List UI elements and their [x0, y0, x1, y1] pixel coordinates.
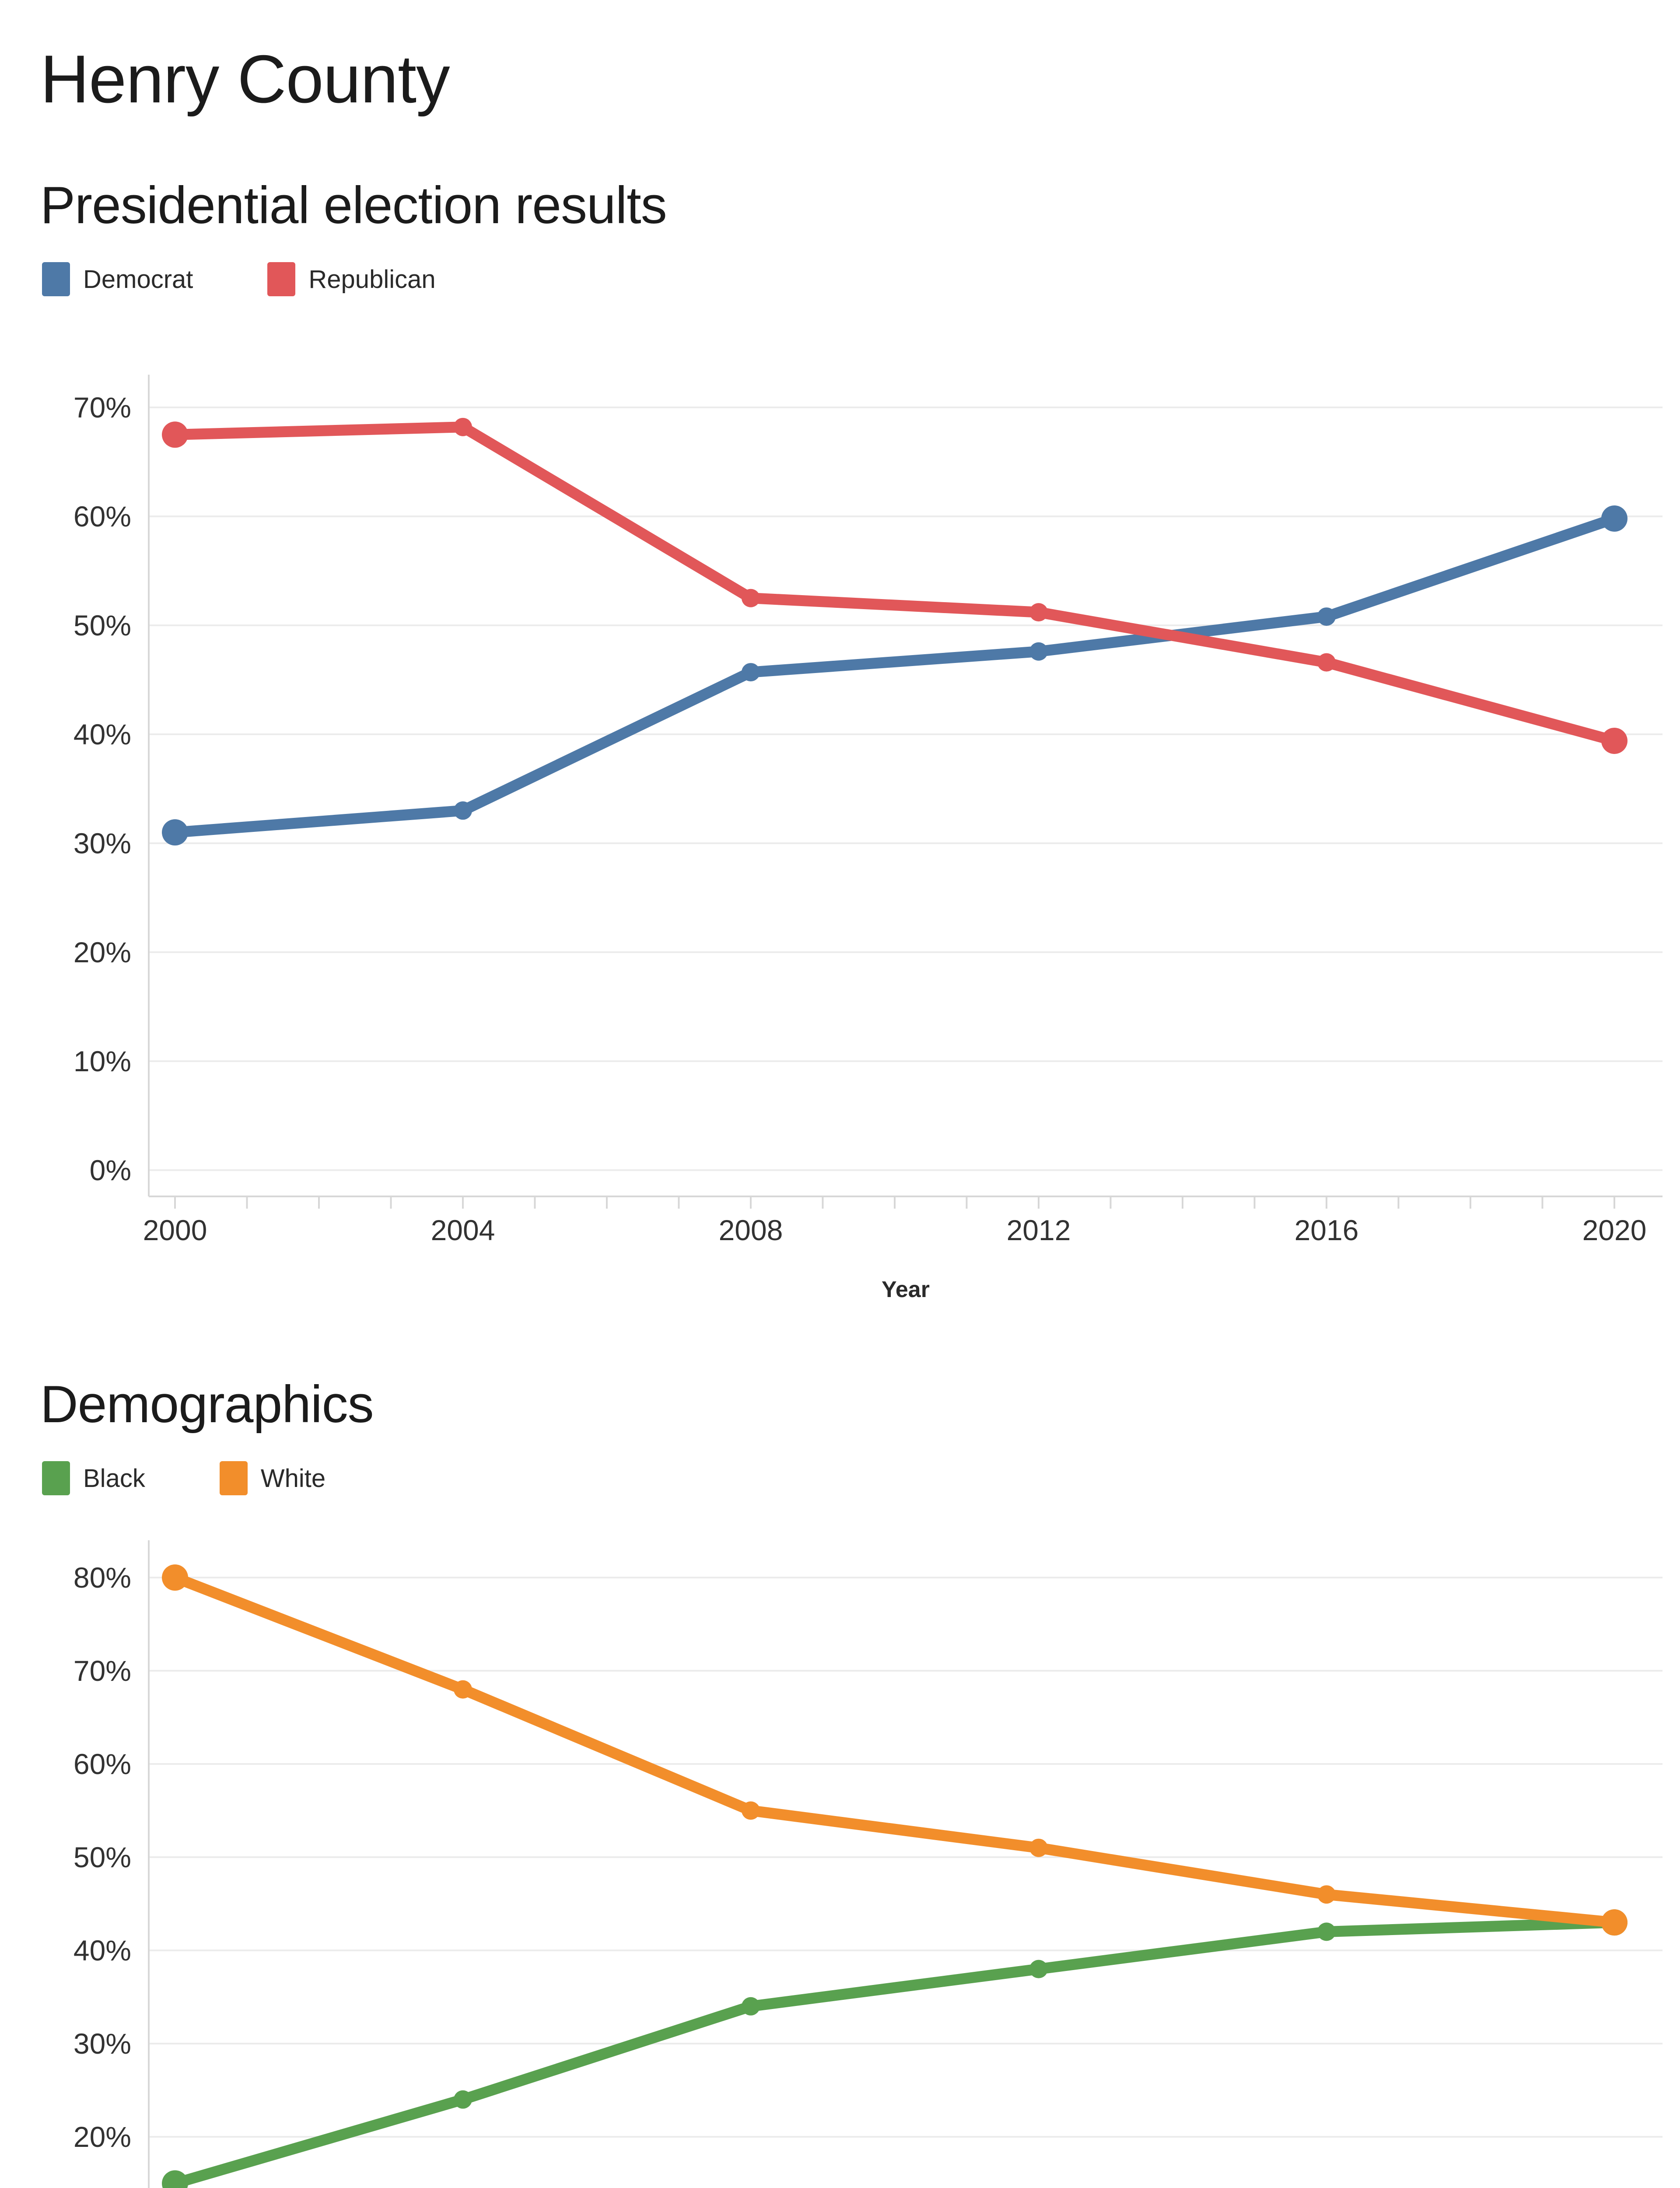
x-axis-tick-label: 2020: [1582, 1214, 1647, 1246]
data-point-republican: [1317, 653, 1336, 672]
y-axis-tick-label: 50%: [74, 1841, 131, 1873]
y-axis-tick-label: 20%: [74, 2121, 131, 2153]
legend-item-republican: Republican: [267, 262, 436, 296]
legend-item-democrat: Democrat: [42, 262, 193, 296]
y-axis-tick-label: 60%: [74, 500, 131, 533]
x-axis-tick-label: 2012: [1007, 1214, 1071, 1246]
x-axis-tick-label: 2000: [143, 1214, 207, 1246]
y-axis-tick-label: 0%: [90, 1154, 131, 1186]
y-axis-tick-label: 60%: [74, 1748, 131, 1780]
data-point-republican: [742, 589, 760, 607]
data-point-black: [1029, 1960, 1048, 1978]
legend-election: Democrat Republican: [42, 257, 1680, 301]
data-point-democrat: [1601, 505, 1628, 532]
y-axis-tick-label: 50%: [74, 609, 131, 642]
data-point-white: [742, 1801, 760, 1820]
series-line-white: [169, 1572, 1620, 1928]
section-election: Presidential election results Democrat Re…: [0, 172, 1680, 1319]
data-point-republican: [1029, 603, 1048, 622]
legend-label: Black: [83, 1464, 145, 1493]
legend-item-white: White: [219, 1461, 326, 1495]
data-point-black: [162, 2170, 188, 2188]
y-axis-tick-label: 30%: [74, 2027, 131, 2060]
legend-swatch-icon: [267, 262, 296, 296]
y-axis-tick-label: 10%: [74, 1045, 131, 1077]
chart-title-election: Presidential election results: [40, 176, 667, 235]
data-point-white: [1029, 1838, 1048, 1857]
demographics-line-chart: 0%10%20%30%40%50%60%70%80%20002004200820…: [74, 1540, 1662, 2188]
data-point-democrat: [162, 819, 188, 846]
legend-swatch-icon: [42, 262, 70, 296]
legend-demographics: Black White: [42, 1456, 1680, 1500]
y-axis-tick-label: 70%: [74, 391, 131, 424]
legend-item-black: Black: [42, 1461, 145, 1495]
y-axis-tick-label: 20%: [74, 936, 131, 968]
legend-label: Republican: [308, 265, 436, 294]
election-line-chart: 0% 10% 20% 30% 40% 50% 60% 70% 2000 2004 2008 2012 2…: [74, 375, 1662, 1302]
header: Henry County: [0, 0, 1680, 120]
y-axis-tick-label: 30%: [74, 827, 131, 859]
series-line-black: [169, 1917, 1620, 2188]
data-point-white: [454, 1680, 472, 1699]
series-line-republican: [169, 421, 1620, 747]
y-axis-tick-label: 40%: [74, 718, 131, 750]
x-axis-title: Year: [882, 1277, 930, 1302]
x-axis-tick-label: 2016: [1295, 1214, 1359, 1246]
data-point-white: [1317, 1885, 1336, 1904]
data-point-democrat: [1317, 607, 1336, 626]
series-line-democrat: [169, 513, 1620, 838]
legend-label: Democrat: [83, 265, 193, 294]
y-axis-tick-label: 40%: [74, 1934, 131, 1967]
x-axis-tick-label: 2008: [719, 1214, 783, 1246]
legend-swatch-icon: [42, 1461, 70, 1495]
data-point-democrat: [454, 801, 472, 820]
legend-label: White: [260, 1464, 326, 1493]
data-point-republican: [1601, 727, 1628, 754]
y-axis-tick-label: 70%: [74, 1655, 131, 1687]
data-point-democrat: [742, 663, 760, 682]
page-title: Henry County: [40, 41, 450, 117]
data-point-republican: [162, 421, 188, 448]
data-point-white: [1601, 1909, 1628, 1936]
legend-swatch-icon: [219, 1461, 248, 1495]
data-point-black: [1317, 1922, 1336, 1941]
data-point-white: [162, 1564, 188, 1591]
y-axis-tick-label: 80%: [74, 1561, 131, 1594]
data-point-black: [742, 1997, 760, 2016]
data-point-black: [454, 2090, 472, 2109]
data-point-democrat: [1029, 642, 1048, 661]
chart-title-demographics: Demographics: [40, 1375, 374, 1434]
x-axis-tick-label: 2004: [431, 1214, 495, 1246]
data-point-republican: [454, 417, 472, 436]
